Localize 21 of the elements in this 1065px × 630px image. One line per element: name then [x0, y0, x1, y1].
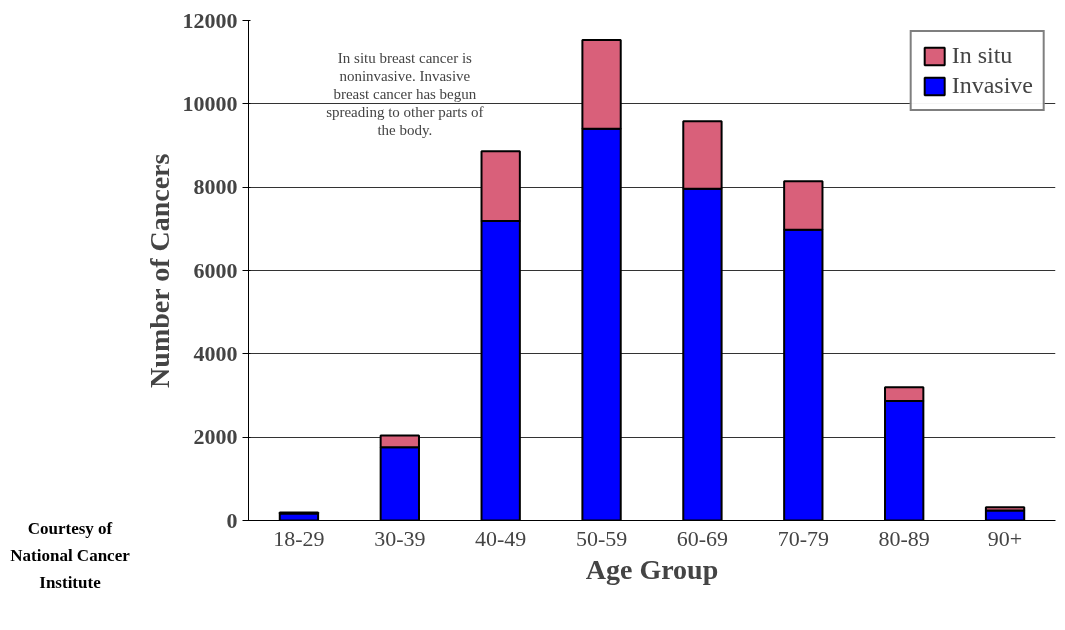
- y-axis-title: Number of Cancers: [143, 153, 175, 388]
- text: Courtesy of National Cancer Institute: [9, 518, 131, 594]
- y-tick-label: 4000: [193, 340, 238, 366]
- x-tick-label: 50-59: [575, 525, 628, 551]
- y-tick-label: 2000: [193, 424, 238, 450]
- x-tick-label: 70-79: [777, 525, 829, 551]
- y-tick-label: 10000: [182, 90, 238, 116]
- y-tick-label: 0: [226, 507, 238, 533]
- x-axis-title: Age Group: [585, 553, 719, 585]
- x-tick-label: 30-39: [374, 525, 426, 551]
- x-tick-label: 80-89: [878, 525, 930, 551]
- y-tick-label: 12000: [182, 7, 238, 33]
- legend-label: In situ: [951, 42, 1013, 69]
- x-tick-label: 90+: [987, 525, 1023, 551]
- x-tick-label: 18-29: [273, 525, 325, 551]
- y-tick-label: 8000: [193, 174, 238, 200]
- x-tick-label: 40-49: [475, 525, 527, 551]
- x-tick-label: 60-69: [676, 525, 729, 551]
- legend-label: Invasive: [951, 72, 1033, 99]
- annotation: In situ breast cancer is noninvasive. Invasive breast cancer has begun spreading to other parts of the body.: [326, 50, 484, 138]
- y-tick-label: 6000: [193, 257, 238, 283]
